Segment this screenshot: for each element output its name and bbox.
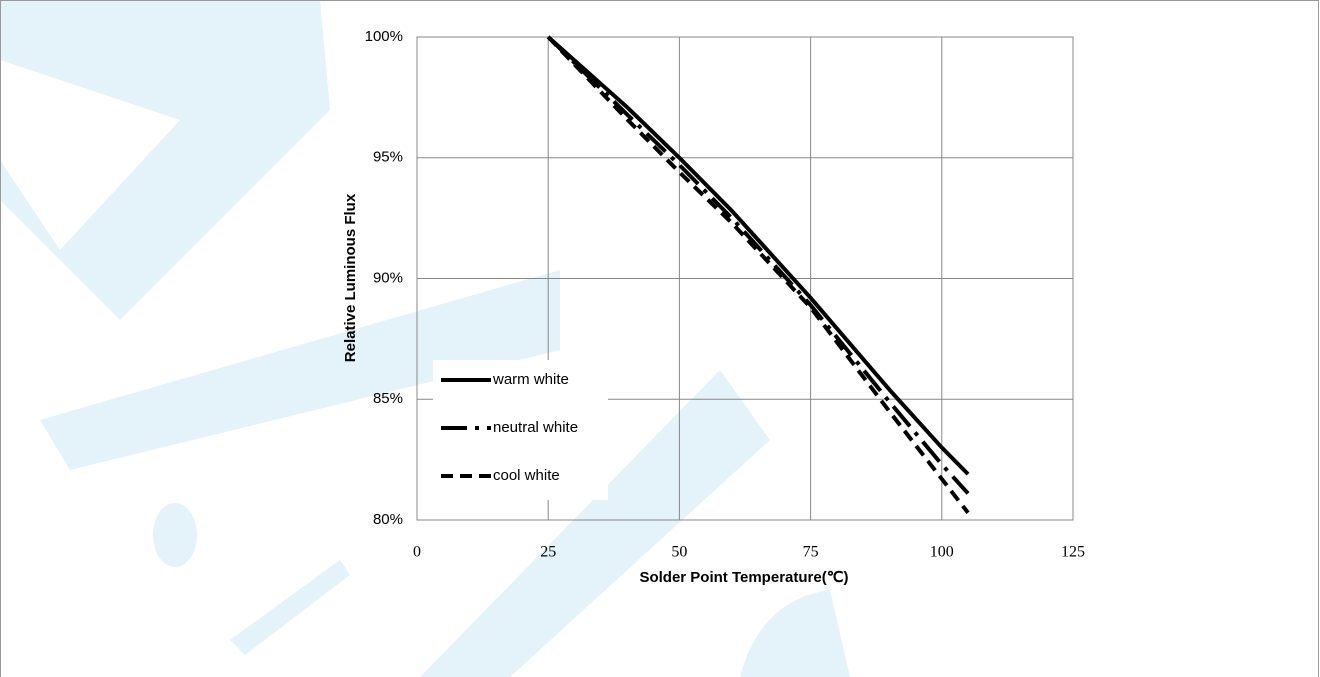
y-tick-label: 90% <box>373 269 403 286</box>
x-tick-label: 50 <box>671 544 687 561</box>
y-tick-label: 95% <box>373 149 403 166</box>
y-tick-label: 100% <box>365 28 403 45</box>
legend-label: neutral white <box>493 419 578 436</box>
x-tick-label: 25 <box>540 544 556 561</box>
legend-label: warm white <box>492 371 569 388</box>
legend: warm white neutral white cool white <box>433 360 608 500</box>
x-axis-label: Solder Point Temperature(℃) <box>639 569 848 586</box>
y-axis-label: Relative Luminous Flux <box>342 193 359 362</box>
watermark-shape <box>153 503 197 567</box>
x-tick-label: 125 <box>1061 544 1085 561</box>
watermark-shape <box>740 590 850 677</box>
watermark-shape <box>420 370 770 677</box>
data-line <box>546 35 970 514</box>
x-tick-label: 100 <box>930 544 954 561</box>
watermark-shape <box>0 0 330 320</box>
y-tick-label: 80% <box>373 511 403 528</box>
watermark-shape <box>40 270 560 470</box>
data-line <box>546 35 970 495</box>
x-tick-label: 0 <box>413 544 421 561</box>
data-line <box>546 35 970 476</box>
watermark-shape <box>230 560 350 655</box>
watermark <box>0 0 850 677</box>
x-tick-label: 75 <box>803 544 819 561</box>
plot-border <box>416 36 1074 521</box>
legend-label: cool white <box>493 467 560 484</box>
y-tick-label: 85% <box>373 390 403 407</box>
